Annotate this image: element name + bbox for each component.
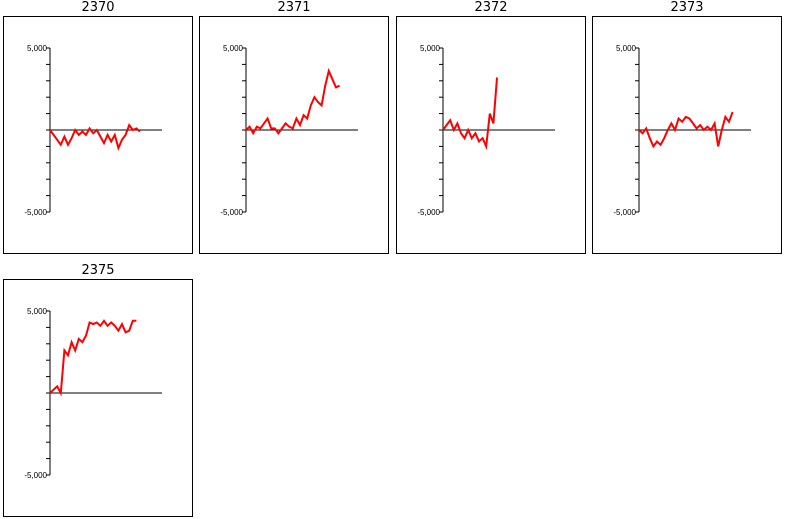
- line-chart: 5,000 -5,000: [220, 44, 358, 217]
- line-chart: 5,000 -5,000: [417, 44, 555, 217]
- line-chart: 5,000 -5,000: [24, 307, 162, 480]
- plot-area: 5,000 -5,000: [396, 16, 586, 254]
- y-tick-label: -5,000: [220, 208, 243, 217]
- y-tick-label: -5,000: [417, 208, 440, 217]
- y-tick-label: -5,000: [24, 471, 47, 480]
- series-line: [442, 77, 498, 151]
- chart-panel-2373: 2373 5,000 -5,000: [592, 0, 782, 254]
- y-tick-label: -5,000: [613, 208, 636, 217]
- plot-area: 5,000 -5,000: [3, 279, 193, 517]
- y-tick-label: 5,000: [27, 44, 48, 53]
- y-tick-label: -5,000: [24, 208, 47, 217]
- chart-panel-2370: 2370 5,000 -5,000: [3, 0, 193, 254]
- line-chart: 5,000 -5,000: [24, 44, 162, 217]
- line-chart: 5,000 -5,000: [613, 44, 751, 217]
- series-line: [638, 111, 734, 149]
- chart-title: 2371: [277, 0, 311, 15]
- chart-title: 2370: [81, 0, 115, 15]
- chart-title: 2373: [670, 0, 704, 15]
- chart-title: 2375: [81, 263, 115, 278]
- series-line: [49, 319, 137, 397]
- y-tick-label: 5,000: [27, 307, 48, 316]
- y-tick-label: 5,000: [420, 44, 441, 53]
- series-line: [245, 67, 341, 136]
- y-tick-label: 5,000: [616, 44, 637, 53]
- plot-area: 5,000 -5,000: [199, 16, 389, 254]
- chart-panel-2375: 2375 5,000 -5,000: [3, 263, 193, 517]
- series-line: [49, 123, 141, 151]
- plot-area: 5,000 -5,000: [3, 16, 193, 254]
- plot-area: 5,000 -5,000: [592, 16, 782, 254]
- y-tick-label: 5,000: [223, 44, 244, 53]
- chart-panel-2371: 2371 5,000 -5,000: [199, 0, 389, 254]
- chart-panel-2372: 2372 5,000 -5,000: [396, 0, 586, 254]
- chart-title: 2372: [474, 0, 508, 15]
